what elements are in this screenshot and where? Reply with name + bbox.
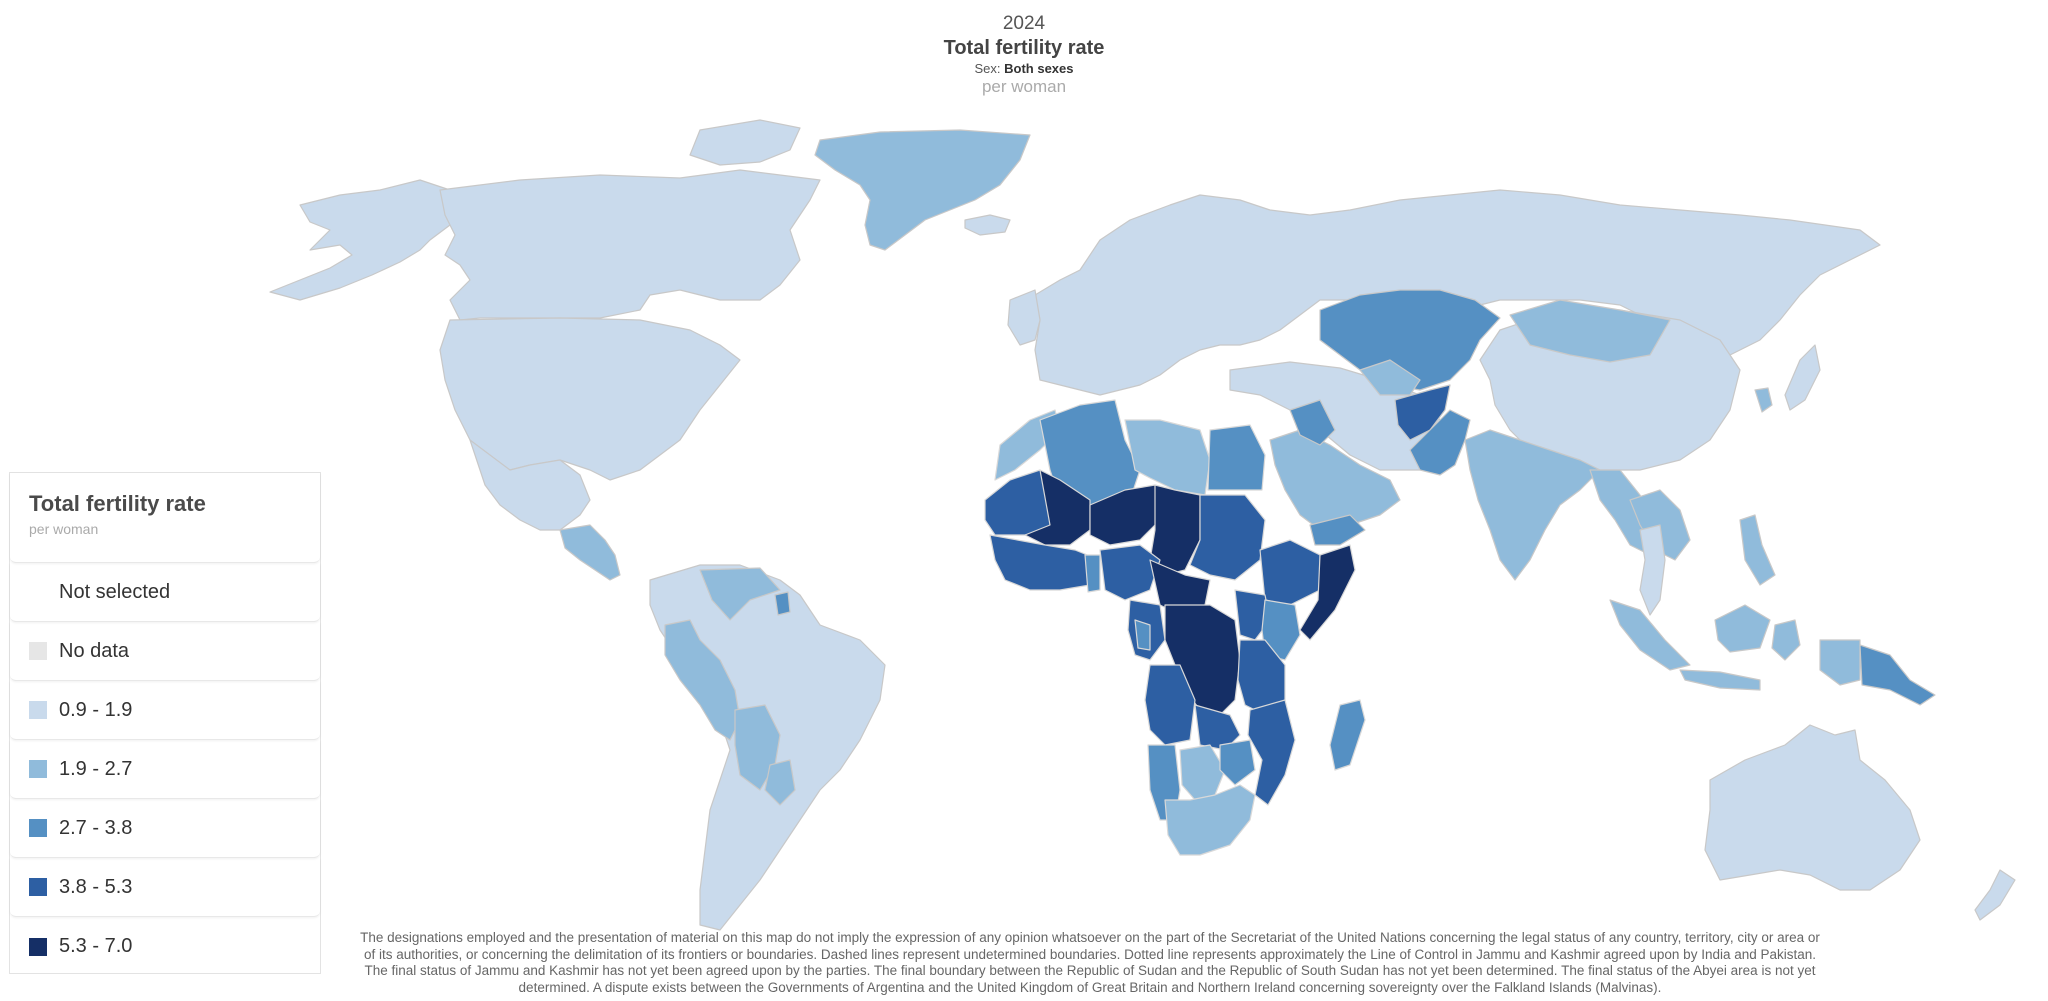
legend-swatch xyxy=(29,937,47,956)
legend-header: Total fertility rate per woman xyxy=(10,473,320,563)
region-australia[interactable] xyxy=(1704,724,1921,891)
region-korea[interactable] xyxy=(1754,387,1773,413)
region-africa[interactable] xyxy=(984,399,1366,856)
legend-label: 2.7 - 3.8 xyxy=(59,816,133,839)
region-arabia[interactable] xyxy=(1269,429,1401,531)
legend-item-1-9-2-7[interactable]: 1.9 - 2.7 xyxy=(10,740,320,799)
region-europe-russia[interactable] xyxy=(1007,189,1881,396)
legend-swatch xyxy=(29,878,47,896)
region-papua-new-guinea[interactable] xyxy=(1859,644,1936,706)
region-french-guiana[interactable] xyxy=(774,591,791,616)
legend-item-3-8-5-3[interactable]: 3.8 - 5.3 xyxy=(10,858,320,917)
legend-item-not-selected[interactable]: Not selected xyxy=(10,563,320,622)
legend-item-0-9-1-9[interactable]: 0.9 - 1.9 xyxy=(10,681,320,740)
legend-label: No data xyxy=(59,639,130,662)
un-map-disclaimer: The designations employed and the presen… xyxy=(300,930,1880,996)
legend-label: 3.8 - 5.3 xyxy=(59,875,133,898)
region-central-america[interactable] xyxy=(559,524,621,581)
region-afghanistan[interactable] xyxy=(1394,384,1451,441)
region-southeast-asia[interactable] xyxy=(1609,489,1861,691)
sex-filter-label: Sex: Both sexes xyxy=(0,60,2048,77)
region-new-zealand[interactable] xyxy=(1974,869,2016,921)
sex-label: Sex: xyxy=(974,61,1001,76)
legend-item-5-3-7-0[interactable]: 5.3 - 7.0 xyxy=(10,917,320,976)
region-iceland[interactable] xyxy=(964,214,1011,236)
year-label: 2024 xyxy=(1002,13,1046,34)
legend-swatch xyxy=(29,583,47,601)
legend-label: 0.9 - 1.9 xyxy=(59,698,133,721)
region-north-america[interactable] xyxy=(269,119,821,531)
disclaimer-line: determined. A dispute exists between the… xyxy=(518,979,1662,995)
region-yemen[interactable] xyxy=(1309,514,1366,546)
legend-item-2-7-3-8[interactable]: 2.7 - 3.8 xyxy=(10,799,320,858)
region-andean-venezuela[interactable] xyxy=(664,567,796,806)
map-legend: Total fertility rate per woman Not selec… xyxy=(9,472,321,974)
legend-label: Not selected xyxy=(59,580,171,603)
region-pakistan[interactable] xyxy=(1409,409,1471,476)
legend-swatch xyxy=(29,701,47,719)
disclaimer-line: of its authorities, or concerning the de… xyxy=(363,946,1817,962)
region-central-asia[interactable] xyxy=(1319,289,1501,391)
region-mainland-se-asia-low[interactable] xyxy=(1639,524,1666,616)
legend-unit: per woman xyxy=(29,521,99,537)
unit-label: per woman xyxy=(981,77,1067,96)
region-greenland[interactable] xyxy=(814,129,1031,251)
region-china[interactable] xyxy=(1479,309,1741,471)
legend-title: Total fertility rate xyxy=(29,491,206,516)
legend-label: 5.3 - 7.0 xyxy=(59,935,133,957)
legend-swatch xyxy=(29,642,47,660)
legend-item-no-data[interactable]: No data xyxy=(10,622,320,681)
region-japan[interactable] xyxy=(1784,344,1821,411)
disclaimer-line: The designations employed and the presen… xyxy=(360,930,1820,945)
map-header: 2024 Total fertility rate Sex: Both sexe… xyxy=(0,12,2048,97)
region-turkmenistan[interactable] xyxy=(1359,359,1421,396)
map-title: Total fertility rate xyxy=(943,37,1105,59)
legend-label: 1.9 - 2.7 xyxy=(59,757,133,780)
region-mongolia[interactable] xyxy=(1509,299,1671,363)
region-iraq[interactable] xyxy=(1289,399,1336,446)
disclaimer-line: The final status of Jammu and Kashmir ha… xyxy=(364,963,1816,978)
legend-swatch xyxy=(29,760,47,778)
legend-swatch xyxy=(29,819,47,837)
sex-value: Both sexes xyxy=(1004,61,1074,76)
